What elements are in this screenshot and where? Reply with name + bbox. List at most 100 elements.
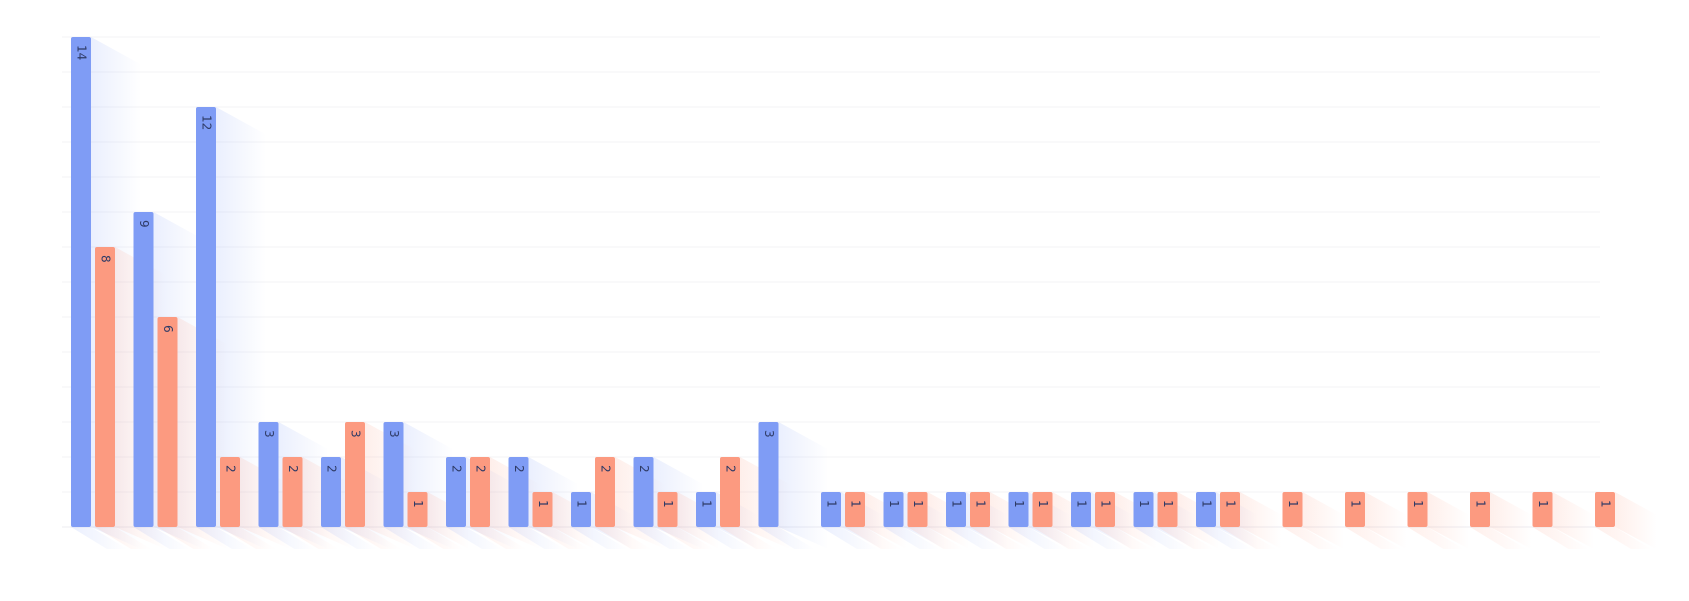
bar-value-label: 1 bbox=[1349, 500, 1363, 508]
bar-floor-shadow bbox=[883, 527, 940, 549]
bar bbox=[1133, 492, 1154, 527]
bar-floor-shadow bbox=[907, 527, 964, 549]
bar-value-label: 2 bbox=[224, 465, 238, 473]
bar-floor-shadow bbox=[1282, 527, 1339, 549]
bar-floor-shadow bbox=[282, 527, 339, 549]
bar-floor-shadow bbox=[1407, 527, 1464, 549]
bar-value-label: 1 bbox=[1012, 500, 1026, 508]
bar bbox=[1032, 492, 1053, 527]
bar-floor-shadow bbox=[71, 527, 127, 549]
bar-value-label: 2 bbox=[724, 465, 738, 473]
bar-value-label: 1 bbox=[1161, 500, 1175, 508]
bar-value-label: 1 bbox=[1099, 500, 1113, 508]
bar bbox=[95, 247, 115, 527]
bar-floor-shadow bbox=[633, 527, 690, 549]
bar-value-label: 1 bbox=[911, 500, 925, 508]
bar-floor-shadow bbox=[470, 527, 526, 549]
bar-value-label: 1 bbox=[536, 500, 550, 508]
bar bbox=[1282, 492, 1303, 527]
bar-value-label: 1 bbox=[1200, 500, 1214, 508]
bar-floor-shadow bbox=[1470, 527, 1526, 549]
bar-value-label: 6 bbox=[161, 325, 175, 333]
bar-shadow bbox=[216, 107, 266, 549]
bar-shadow bbox=[1302, 492, 1344, 549]
bar bbox=[407, 492, 428, 527]
bar bbox=[282, 457, 303, 527]
bar-floor-shadow bbox=[1095, 527, 1151, 549]
bar-floor-shadow bbox=[720, 527, 776, 549]
bar-floor-shadow bbox=[446, 527, 502, 549]
bar bbox=[1595, 492, 1615, 527]
bar-value-label: 1 bbox=[1286, 500, 1300, 508]
bar-value-label: 2 bbox=[325, 465, 339, 473]
bar bbox=[446, 457, 466, 527]
bar-value-label: 3 bbox=[349, 430, 363, 438]
bar-value-label: 1 bbox=[1536, 500, 1550, 508]
bar bbox=[258, 422, 279, 527]
bar-floor-shadow bbox=[196, 527, 252, 549]
bar-value-label: 1 bbox=[1075, 500, 1089, 508]
bar-value-label: 1 bbox=[887, 500, 901, 508]
bar-value-label: 1 bbox=[575, 500, 589, 508]
bar-floor-shadow bbox=[1157, 527, 1214, 549]
bar-floor-shadow bbox=[1008, 527, 1065, 549]
bar bbox=[1071, 492, 1091, 527]
bar-shadow bbox=[1240, 492, 1282, 549]
bar-floor-shadow bbox=[321, 527, 377, 549]
bar bbox=[1095, 492, 1115, 527]
bar-floor-shadow bbox=[133, 527, 190, 549]
bar-shadow bbox=[1552, 492, 1594, 549]
bar bbox=[696, 492, 716, 527]
bar-shadow bbox=[1615, 492, 1657, 549]
bar bbox=[1008, 492, 1029, 527]
bar-floor-shadow bbox=[571, 527, 627, 549]
bar-value-label: 1 bbox=[825, 500, 839, 508]
bar-floor-shadow bbox=[220, 527, 276, 549]
bar-floor-shadow bbox=[696, 527, 752, 549]
bar-shadow bbox=[1365, 492, 1407, 549]
bar bbox=[595, 457, 615, 527]
bar-value-label: 12 bbox=[200, 115, 214, 130]
bar-value-label: 2 bbox=[286, 465, 300, 473]
bar-floor-shadow bbox=[1071, 527, 1127, 549]
bar-floor-shadow bbox=[1032, 527, 1089, 549]
bar-value-label: 1 bbox=[1137, 500, 1151, 508]
bar-value-label: 9 bbox=[137, 220, 151, 228]
bar-floor-shadow bbox=[758, 527, 815, 549]
bar-floor-shadow bbox=[1220, 527, 1276, 549]
bar-value-label: 3 bbox=[262, 430, 276, 438]
bar bbox=[71, 37, 91, 527]
bar-value-label: 1 bbox=[849, 500, 863, 508]
bar-value-label: 1 bbox=[974, 500, 988, 508]
bar-floor-shadow bbox=[1133, 527, 1190, 549]
bar-floor-shadow bbox=[970, 527, 1026, 549]
bar-value-label: 2 bbox=[474, 465, 488, 473]
bar bbox=[571, 492, 591, 527]
bar bbox=[657, 492, 678, 527]
bar bbox=[1157, 492, 1178, 527]
bar bbox=[220, 457, 240, 527]
bar bbox=[470, 457, 490, 527]
bar-floor-shadow bbox=[258, 527, 315, 549]
bar-floor-shadow bbox=[845, 527, 901, 549]
bar bbox=[1220, 492, 1240, 527]
bar bbox=[345, 422, 365, 527]
bar bbox=[1345, 492, 1365, 527]
bar-value-label: 2 bbox=[512, 465, 526, 473]
grid bbox=[62, 36, 1600, 528]
bar-floor-shadow bbox=[532, 527, 589, 549]
bar-floor-shadow bbox=[946, 527, 1002, 549]
bar-floor-shadow bbox=[1345, 527, 1401, 549]
bar bbox=[321, 457, 341, 527]
bar-value-label: 1 bbox=[411, 500, 425, 508]
bar bbox=[532, 492, 553, 527]
bar-value-label: 1 bbox=[1474, 500, 1488, 508]
bar bbox=[157, 317, 178, 527]
bar-value-label: 8 bbox=[99, 255, 113, 263]
bar-shadow bbox=[1490, 492, 1532, 549]
bar bbox=[133, 212, 154, 527]
bar-floor-shadow bbox=[657, 527, 714, 549]
bar-floor-shadow bbox=[1595, 527, 1651, 549]
bar bbox=[1532, 492, 1553, 527]
